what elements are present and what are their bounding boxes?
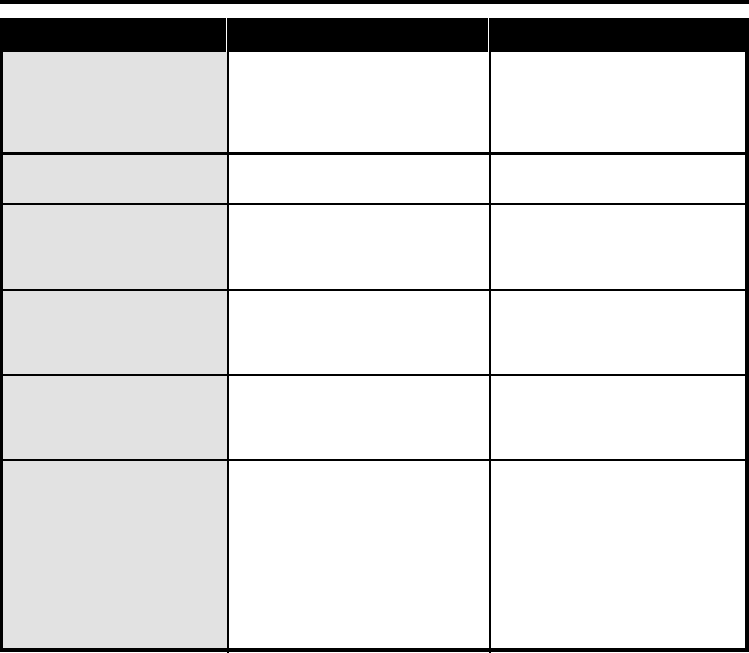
column-divider [489, 18, 491, 653]
row-divider [0, 152, 747, 155]
table-header-cell [0, 18, 228, 52]
table-bottom-border [0, 648, 749, 652]
row-divider [0, 203, 747, 205]
table-cell [490, 204, 747, 290]
table-cell [490, 460, 747, 649]
top-rule [0, 0, 749, 4]
table-cell [228, 290, 490, 375]
row-divider [0, 459, 747, 461]
table-cell [228, 52, 490, 153]
table-cell [0, 375, 228, 460]
table-cell [0, 52, 228, 153]
table-left-border [0, 18, 3, 652]
table-header-cell [490, 18, 747, 52]
table-cell [0, 153, 228, 204]
table [0, 18, 749, 653]
table-cell [0, 460, 228, 649]
table-cell [490, 153, 747, 204]
table-cell [228, 460, 490, 649]
table-cell [228, 153, 490, 204]
table-cell [490, 290, 747, 375]
table-cell [228, 375, 490, 460]
table-cell [490, 375, 747, 460]
header-divider [226, 18, 227, 52]
table-header-cell [228, 18, 490, 52]
column-divider [227, 18, 229, 653]
header-divider [488, 18, 489, 52]
table-cell [0, 204, 228, 290]
table-cell [490, 52, 747, 153]
table-right-border [745, 18, 749, 652]
row-divider [0, 374, 747, 376]
table-cell [0, 290, 228, 375]
row-divider [0, 289, 747, 291]
table-cell [228, 204, 490, 290]
